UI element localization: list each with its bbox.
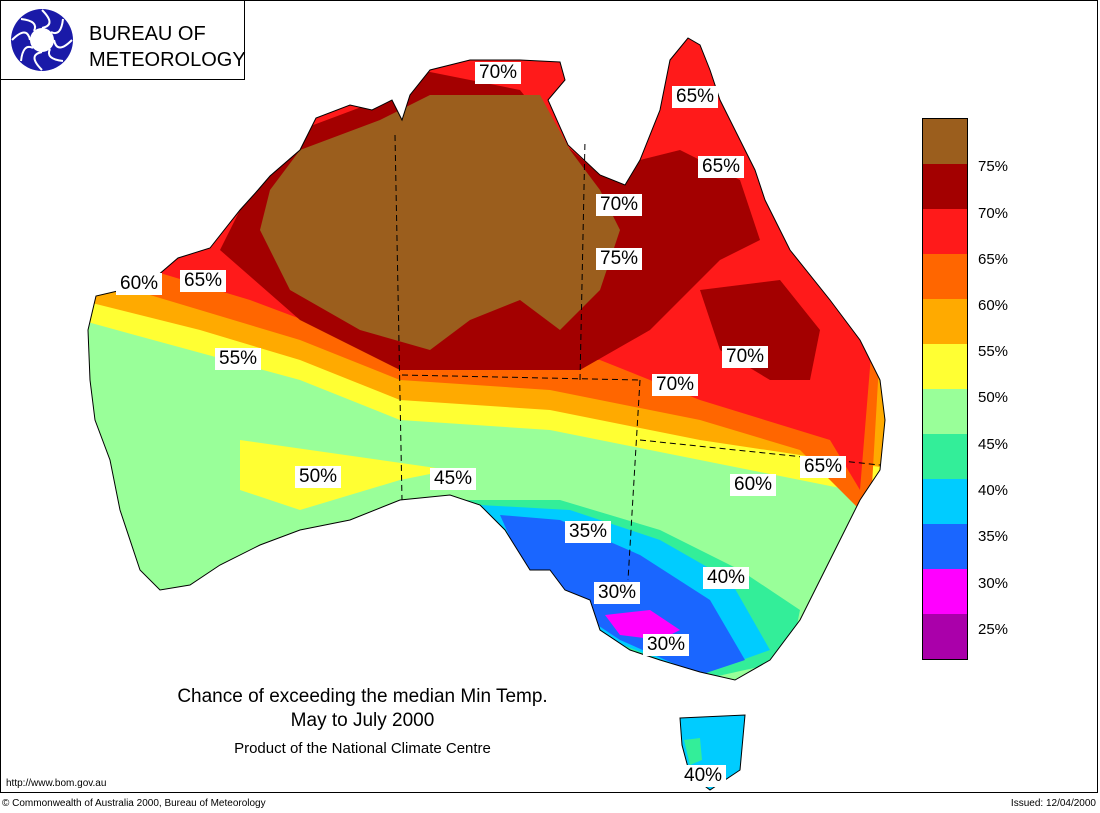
map-frame <box>0 0 1098 793</box>
legend-label: 70% <box>978 205 1009 222</box>
legend-swatch <box>922 344 968 389</box>
legend-swatch <box>922 389 968 434</box>
legend-swatch <box>922 524 968 569</box>
legend-label: 65% <box>978 251 1009 268</box>
legend-colorbar <box>922 118 968 660</box>
legend-label: 30% <box>978 575 1009 592</box>
legend-swatch <box>922 479 968 524</box>
bom-logo-box: BUREAU OF METEOROLOGY <box>0 0 246 80</box>
contour-label: 50% <box>295 466 342 488</box>
logo-line-1: BUREAU OF <box>89 23 206 45</box>
contour-label: 40% <box>703 567 750 589</box>
contour-label: 30% <box>643 634 690 656</box>
legend-swatch <box>922 164 968 209</box>
contour-label: 75% <box>596 248 643 270</box>
logo-line-2: METEOROLOGY <box>89 49 246 71</box>
legend-swatch <box>922 299 968 344</box>
contour-label: 60% <box>116 273 163 295</box>
contour-label: 70% <box>596 194 643 216</box>
contour-label: 70% <box>475 62 522 84</box>
contour-label: 35% <box>565 521 612 543</box>
contour-label: 45% <box>430 468 477 490</box>
legend-swatch <box>922 209 968 254</box>
map-title: Chance of exceeding the median Min Temp. <box>177 686 548 707</box>
contour-label: 60% <box>730 474 777 496</box>
legend-swatch <box>922 118 968 164</box>
legend-label: 75% <box>978 158 1009 175</box>
contour-label: 65% <box>672 86 719 108</box>
legend-label: 50% <box>978 389 1009 406</box>
legend-label: 35% <box>978 528 1009 545</box>
contour-label: 55% <box>215 348 262 370</box>
legend-label: 60% <box>978 297 1009 314</box>
legend-label: 40% <box>978 482 1009 499</box>
legend-label: 55% <box>978 343 1009 360</box>
legend-swatch <box>922 614 968 660</box>
legend-label: 45% <box>978 436 1009 453</box>
legend-label: 25% <box>978 621 1009 638</box>
map-subtitle: Product of the National Climate Centre <box>234 740 491 757</box>
map-period: May to July 2000 <box>290 710 435 731</box>
website-url: http://www.bom.gov.au <box>6 778 107 789</box>
copyright-notice: © Commonwealth of Australia 2000, Bureau… <box>2 798 266 809</box>
legend-swatch <box>922 254 968 299</box>
contour-label: 70% <box>722 346 769 368</box>
contour-label: 70% <box>652 374 699 396</box>
bom-swirl-logo-icon <box>11 9 73 71</box>
contour-label: 65% <box>800 456 847 478</box>
contour-label: 40% <box>680 765 727 787</box>
contour-label: 30% <box>594 582 641 604</box>
legend-swatch <box>922 569 968 614</box>
contour-label: 65% <box>180 270 227 292</box>
contour-label: 65% <box>698 156 745 178</box>
issued-date: Issued: 12/04/2000 <box>1010 798 1096 809</box>
legend-swatch <box>922 434 968 479</box>
